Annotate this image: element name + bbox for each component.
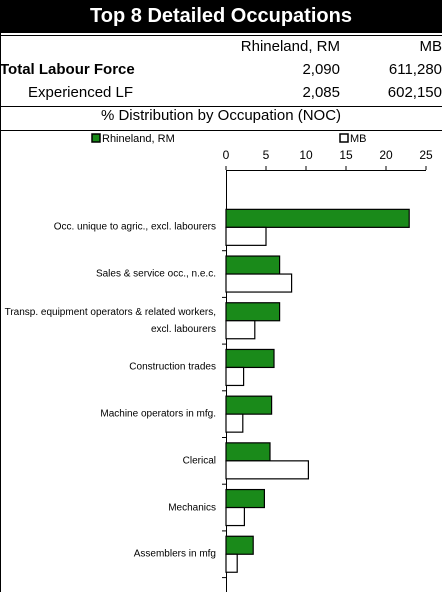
category-label: Clerical <box>182 455 216 467</box>
bar <box>225 226 267 246</box>
bar <box>225 255 281 275</box>
x-tick-label: 25 <box>419 148 433 162</box>
category-label: Occ. unique to agric., excl. labourers <box>53 221 216 233</box>
title: Top 8 Detailed Occupations <box>0 0 442 33</box>
bar <box>225 506 245 527</box>
legend-label: Rhineland, RM <box>102 133 175 145</box>
category-label: Sales & service occ., n.e.c. <box>95 268 216 280</box>
category-label: Mechanics <box>168 502 216 514</box>
bar <box>225 320 256 340</box>
category-label: Construction trades <box>129 361 216 373</box>
x-tick-label: 20 <box>379 148 393 162</box>
col-header: MB <box>419 38 442 55</box>
bar <box>225 348 275 369</box>
category-label: Assemblers in mfg <box>133 548 216 560</box>
x-tick-label: 10 <box>299 148 313 162</box>
col-header: Rhineland, RM <box>240 38 340 55</box>
bar <box>225 553 238 573</box>
row-label: Total Labour Force <box>0 61 135 78</box>
bar <box>225 366 245 387</box>
category-label: Transp. equipment operators & related wo… <box>4 306 216 335</box>
bar <box>225 442 271 462</box>
legend-label: MB <box>350 133 367 145</box>
x-tick-label: 5 <box>263 148 270 162</box>
bar <box>225 460 310 480</box>
cell: 2,085 <box>302 84 340 101</box>
legend-swatch <box>91 133 101 143</box>
bar <box>225 395 273 415</box>
bar <box>225 535 254 555</box>
category-label: Machine operators in mfg. <box>100 408 216 420</box>
x-tick-label: 0 <box>223 148 230 162</box>
cell: 2,090 <box>302 61 340 78</box>
bar <box>225 273 293 293</box>
subtitle: % Distribution by Occupation (NOC) <box>100 107 342 124</box>
cell: 611,280 <box>388 61 442 78</box>
bar <box>225 208 410 228</box>
bar <box>225 302 281 322</box>
legend-swatch <box>339 133 349 143</box>
x-tick-label: 15 <box>339 148 353 162</box>
cell: 602,150 <box>387 84 442 101</box>
bar <box>225 488 266 509</box>
bar <box>225 413 244 433</box>
row-label: Experienced LF <box>28 84 134 101</box>
